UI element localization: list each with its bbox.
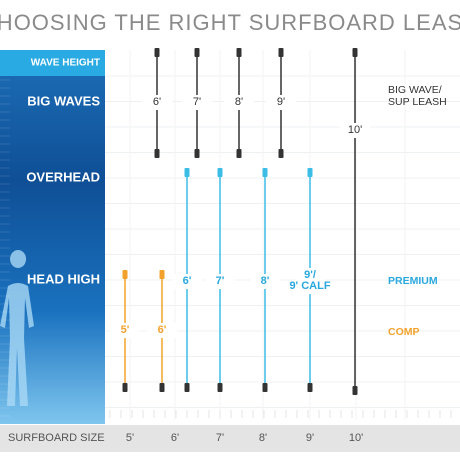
size-label: 7' [216,432,224,444]
leash-cuff [184,168,190,177]
leash-label: 7' [193,96,201,108]
leash-cuff [122,383,128,392]
leash-cuff [217,168,223,177]
leash-label: 6' [158,324,167,336]
wave-height-label: WAVE HEIGHT [31,58,100,69]
leash-cuff [307,168,313,177]
leash-cuff [122,270,128,279]
leash-cuff [154,48,160,57]
leash-cuff [262,168,268,177]
leash-label-bg [340,123,370,138]
leash-cuff [352,386,358,395]
leash-cuff [352,48,358,57]
surfer-silhouette [0,250,34,406]
title: CHOOSING THE RIGHT SURFBOARD LEASH [0,10,460,35]
wave-height-label: HEAD HIGH [27,271,100,286]
leash-cuff [217,383,223,392]
leash-label: 9' [277,96,285,108]
leash-type-label: SUP LEASH [388,96,447,108]
leash-label: 7' [216,275,225,287]
leash-type-label: BIG WAVE/ [388,84,442,96]
size-label: 10' [349,432,363,444]
leash-label-bg [250,274,280,289]
size-label: 9' [306,432,314,444]
leash-label-bg [110,323,140,338]
axis-label: SURFBOARD SIZE [8,432,105,444]
leash-cuff [194,48,200,57]
size-label: 5' [126,432,134,444]
axis-bar [0,425,460,452]
leash-label: 8' [235,96,243,108]
size-label: 8' [259,432,267,444]
leash-cuff [184,383,190,392]
leash-label-bg [295,268,325,294]
leash-cuff [159,270,165,279]
leash-type-label: COMP [388,326,420,338]
leash-label-bg [147,323,177,338]
leash-cuff [262,383,268,392]
leash-label: 10' [348,124,362,136]
leash-label-bg [182,95,212,110]
leash-cuff [278,48,284,57]
leash-label-bg [142,95,172,110]
leash-label-bg [224,95,254,110]
wave-height-label: BIG WAVES [27,93,100,108]
wave-panel [0,50,105,424]
leash-cuff [159,383,165,392]
leash-type-label: PREMIUM [388,275,438,287]
leash-label: 9' CALF [289,280,330,292]
leash-cuff [154,149,160,158]
leash-cuff [307,383,313,392]
wave-height-label: OVERHEAD [26,169,100,184]
leash-cuff [194,149,200,158]
leash-cuff [236,149,242,158]
leash-label: 6' [183,275,192,287]
size-label: 6' [171,432,179,444]
leash-label-bg [205,274,235,289]
leash-cuff [236,48,242,57]
leash-label: 9'/ [304,269,316,281]
leash-cuff [278,149,284,158]
leash-label-bg [266,95,296,110]
leash-label: 6' [153,96,161,108]
leash-label: 5' [121,324,130,336]
leash-label-bg [172,274,202,289]
wave-height-band [0,50,105,76]
leash-label: 8' [261,275,270,287]
